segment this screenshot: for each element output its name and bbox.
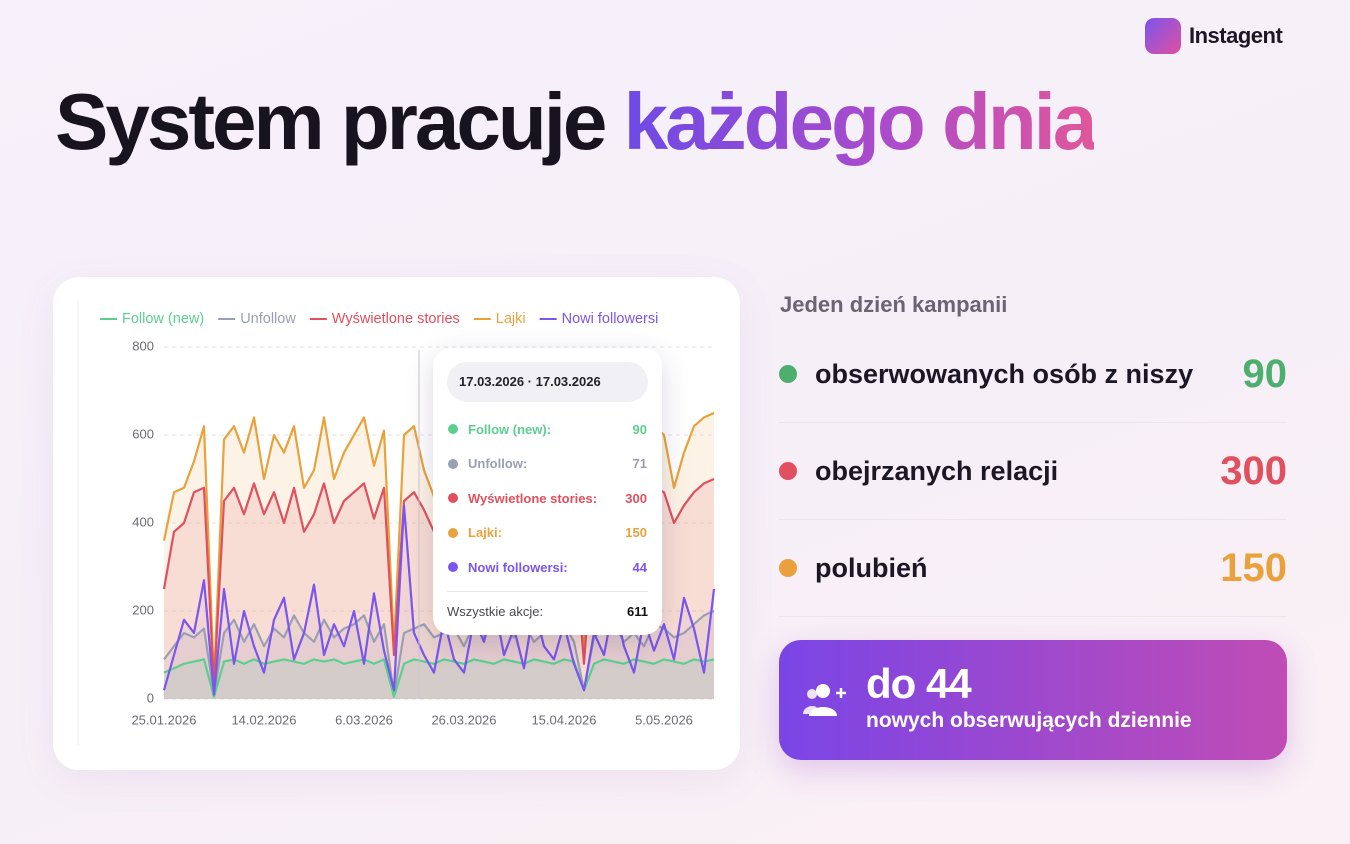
stat-label: polubień [815,552,928,583]
x-tick-label: 14.02.2026 [231,712,296,727]
stat-row: obserwowanych osób z niszy 90 [779,326,1287,423]
stat-label: obejrzanych relacji [815,455,1059,486]
tooltip-label: Lajki: [468,525,502,541]
legend-label: Wyświetlone stories [332,311,460,327]
stat-value: 90 [1242,351,1288,396]
stat-row: obejrzanych relacji 300 [779,423,1287,520]
tooltip-label: Wyświetlone stories: [468,490,598,506]
stat-row: polubień 150 [779,520,1287,617]
tooltip-value: 300 [625,490,647,506]
legend-label: Unfollow [240,311,296,327]
tooltip-dot [448,458,458,469]
x-tick-label: 15.04.2026 [531,712,596,727]
series-area [164,611,714,699]
headline: System pracuje każdego dnia [55,76,1098,168]
legend-label: Nowi followersi [562,311,659,327]
tooltip-value: 44 [632,559,647,575]
tooltip-row: Wyświetlone stories: 300 [433,481,662,516]
x-tick-label: 5.05.2026 [635,712,693,727]
tooltip-row: Unfollow: 71 [433,447,662,482]
x-tick-label: 6.03.2026 [335,712,393,727]
stat-label: obserwowanych osób z niszy [815,358,1194,389]
tooltip-label: Unfollow: [468,456,528,472]
logo: Instagent [1145,18,1283,54]
y-tick-label: 600 [132,426,154,441]
x-tick-label: 25.01.2026 [131,712,196,727]
tooltip-row: Lajki: 150 [433,516,662,551]
tooltip-total-value: 611 [627,603,648,619]
highlight-box: do 44 nowych obserwujących dziennie [779,640,1287,760]
tooltip-dot [448,562,458,573]
tooltip-row: Nowi followersi: 44 [433,550,662,585]
stat-dot [779,365,797,383]
tooltip-label: Nowi followersi: [468,559,568,575]
tooltip-value: 150 [625,525,647,541]
tooltip: 17.03.2026 · 17.03.2026 Follow (new): 90 U… [433,348,662,635]
y-tick-label: 800 [132,338,154,353]
tooltip-label: Follow (new): [468,421,552,437]
stat-dot [779,462,797,480]
series-line [162,504,716,696]
tooltip-dot [448,424,458,435]
headline-text: System pracuje [55,77,607,166]
headline-highlight: każdego dnia [623,77,1098,166]
tooltip-value: 90 [632,421,647,437]
tooltip-dot [448,493,458,504]
stat-value: 300 [1220,448,1287,493]
legend-label: Lajki [496,311,526,327]
series-line [163,658,715,698]
logo-text: Instagent [1189,23,1283,48]
tooltip-dot [448,527,458,538]
tooltip-row: Follow (new): 90 [433,412,662,447]
stat-value: 150 [1220,545,1287,590]
x-tick-label: 26.03.2026 [431,712,496,727]
highlight-value: do 44 [866,660,972,707]
stat-dot [779,559,797,577]
y-tick-label: 0 [147,690,154,705]
legend-label: Follow (new) [122,311,204,327]
highlight-text: nowych obserwujących dziennie [866,709,1192,732]
series-area [164,505,714,699]
y-tick-label: 200 [132,602,154,617]
followers-icon [803,684,846,716]
tooltip-date: 17.03.2026 · 17.03.2026 [447,362,648,402]
y-tick-label: 400 [132,514,154,529]
tooltip-total-label: Wszystkie akcje: [447,603,544,619]
logo-icon [1145,18,1181,54]
stats-title: Jeden dzień kampanii [780,292,1008,317]
tooltip-total: Wszystkie akcje: 611 [447,590,648,619]
tooltip-value: 71 [632,456,647,472]
